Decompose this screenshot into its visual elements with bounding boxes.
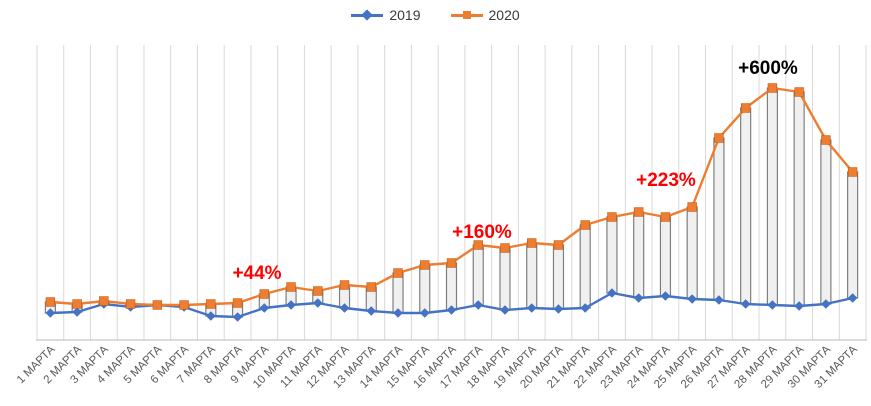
marker-2019-diamond bbox=[72, 307, 82, 317]
marker-2019-diamond bbox=[419, 308, 430, 318]
marker-2020-square bbox=[740, 103, 751, 113]
chart-legend: 2019 2020 bbox=[0, 7, 871, 23]
updown-bar bbox=[499, 247, 511, 311]
legend-label-2020: 2020 bbox=[488, 7, 520, 23]
updown-bar bbox=[419, 264, 431, 314]
updown-bar bbox=[445, 262, 458, 311]
annotation-growth: +600% bbox=[738, 58, 798, 79]
marker-2020-square bbox=[500, 243, 510, 253]
legend-label-2019: 2019 bbox=[389, 7, 421, 23]
marker-2019-diamond bbox=[740, 299, 751, 309]
marker-2020-square bbox=[420, 260, 430, 270]
annotation-growth: +44% bbox=[232, 263, 281, 284]
legend-item-2019: 2019 bbox=[351, 7, 421, 23]
marker-2019-diamond bbox=[607, 288, 617, 298]
marker-2020-square bbox=[847, 167, 858, 177]
marker-2019-diamond bbox=[500, 305, 510, 315]
marker-2020-square bbox=[339, 280, 350, 290]
updown-bar bbox=[392, 272, 404, 314]
legend-item-2020: 2020 bbox=[450, 7, 520, 23]
annotation-growth: +223% bbox=[636, 170, 696, 191]
marker-2019-diamond bbox=[821, 299, 831, 309]
marker-2019-diamond bbox=[526, 303, 537, 313]
marker-2020-square bbox=[206, 299, 216, 309]
marker-2020-square bbox=[633, 207, 644, 217]
marker-2020-square bbox=[687, 202, 697, 212]
updown-bar bbox=[820, 139, 832, 305]
updown-bar bbox=[740, 107, 752, 305]
marker-2019-diamond bbox=[553, 304, 564, 314]
marker-2020-square bbox=[607, 212, 617, 222]
marker-2020-square bbox=[821, 135, 831, 145]
marker-2020-square bbox=[259, 289, 270, 299]
updown-bar bbox=[552, 244, 565, 310]
marker-2019-diamond bbox=[339, 303, 350, 313]
marker-2020-square bbox=[45, 297, 56, 307]
marker-2020-square bbox=[72, 299, 82, 309]
marker-2019-diamond bbox=[45, 308, 56, 318]
marker-2019-diamond bbox=[687, 294, 697, 304]
marker-2020-square bbox=[527, 238, 537, 248]
marker-2019-diamond bbox=[847, 293, 858, 303]
marker-2019-diamond bbox=[206, 311, 216, 321]
marker-2019-diamond bbox=[393, 308, 403, 318]
marker-2019-diamond bbox=[232, 312, 243, 322]
marker-2020-square bbox=[714, 133, 724, 143]
updown-bar bbox=[686, 206, 698, 300]
updown-bar bbox=[526, 242, 538, 309]
legend-2020-line-sample bbox=[450, 10, 483, 20]
updown-bar bbox=[472, 244, 484, 306]
updown-bar bbox=[713, 137, 725, 301]
marker-2020-square bbox=[767, 83, 778, 93]
legend-2019-line-sample bbox=[351, 9, 384, 21]
marker-2020-square bbox=[366, 282, 376, 292]
updown-bar bbox=[606, 216, 618, 294]
marker-2020-square bbox=[179, 300, 189, 310]
marker-2019-diamond bbox=[286, 300, 296, 310]
marker-2020-square bbox=[446, 258, 457, 268]
annotation-growth: +160% bbox=[452, 222, 512, 243]
marker-2020-square bbox=[286, 282, 296, 292]
marker-2019-diamond bbox=[714, 295, 724, 305]
marker-2019-diamond bbox=[473, 300, 484, 310]
marker-2020-square bbox=[553, 240, 564, 250]
updown-bar bbox=[659, 216, 672, 297]
marker-2020-square bbox=[580, 220, 590, 230]
updown-bar bbox=[579, 224, 591, 309]
marker-2020-square bbox=[660, 212, 671, 222]
marker-2020-square bbox=[232, 298, 243, 308]
marker-2019-diamond bbox=[767, 300, 778, 310]
marker-2020-square bbox=[125, 299, 136, 309]
marker-2019-diamond bbox=[660, 291, 671, 301]
marker-2019-diamond bbox=[259, 303, 270, 313]
square-marker-icon bbox=[462, 11, 471, 19]
marker-2020-square bbox=[473, 240, 483, 250]
marker-2019-diamond bbox=[580, 303, 591, 313]
marker-2019-diamond bbox=[366, 306, 377, 316]
marker-2019-diamond bbox=[633, 293, 644, 303]
marker-2020-square bbox=[99, 296, 109, 306]
updown-bar bbox=[793, 91, 805, 307]
marker-2020-square bbox=[152, 300, 163, 310]
updown-bar bbox=[633, 211, 645, 299]
diamond-marker-icon bbox=[361, 9, 374, 21]
marker-2019-diamond bbox=[312, 298, 323, 308]
marker-2019-diamond bbox=[446, 305, 457, 315]
updown-bar bbox=[847, 171, 859, 299]
marker-2020-square bbox=[313, 286, 323, 296]
marker-2020-square bbox=[393, 268, 403, 278]
marker-2020-square bbox=[794, 87, 804, 97]
updown-bar bbox=[766, 87, 779, 306]
marker-2019-diamond bbox=[794, 301, 804, 311]
